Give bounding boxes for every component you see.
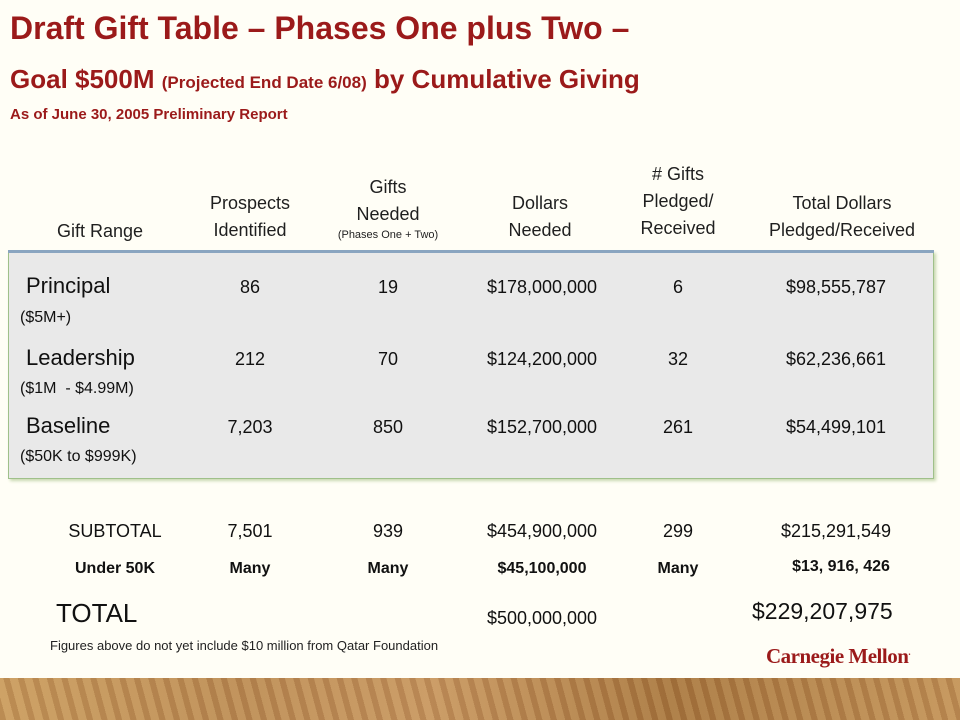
header-gift-range: Gift Range: [56, 221, 144, 241]
header-prospects-line2: Identified: [213, 220, 287, 240]
under50k-label: Under 50K: [74, 560, 156, 577]
header-gifts-pledged-line3: Received: [640, 218, 716, 238]
cell-baseline-prospects: 7,203: [227, 417, 273, 437]
page-subtitle: Goal $500M (Projected End Date 6/08) by …: [10, 64, 640, 95]
subtotal-total: $215,291,549: [780, 521, 892, 541]
logo-mark: .: [908, 647, 911, 657]
header-gifts-needed-line2: Needed: [356, 204, 420, 224]
carnegie-mellon-logo: Carnegie Mellon.: [766, 644, 911, 669]
under50k-gifts-needed: Many: [367, 560, 409, 577]
footer-decorative-strip: [0, 678, 960, 720]
under50k-gifts-pledged: Many: [657, 560, 699, 577]
footnote: Figures above do not yet include $10 mil…: [50, 638, 439, 653]
cell-principal-prospects: 86: [239, 277, 261, 297]
cumulative-giving-text: by Cumulative Giving: [366, 64, 640, 94]
goal-text: Goal $500M: [10, 64, 162, 94]
header-gifts-needed: Gifts Needed (Phases One + Two): [318, 174, 458, 242]
subtotal-label: SUBTOTAL: [68, 521, 162, 541]
under50k-dollars-needed: $45,100,000: [497, 560, 587, 577]
row-sub-baseline: ($50K to $999K): [20, 448, 137, 465]
header-prospects-line1: Prospects: [209, 193, 291, 213]
header-gifts-pledged-line2: Pledged/: [642, 191, 714, 211]
total-label: TOTAL: [56, 598, 138, 628]
cell-principal-dollars-needed: $178,000,000: [486, 277, 598, 297]
subtotal-gifts-needed: 939: [372, 521, 404, 541]
header-gifts-pledged-line1: # Gifts: [651, 164, 704, 184]
logo-text: Carnegie Mellon: [766, 644, 909, 668]
header-dollars-needed-line1: Dollars: [511, 193, 568, 213]
subtotal-prospects: 7,501: [227, 521, 273, 541]
cell-baseline-gifts-needed: 850: [372, 417, 404, 437]
cell-leadership-prospects: 212: [234, 349, 266, 369]
header-gifts-needed-line1: Gifts: [369, 177, 407, 197]
cell-leadership-dollars-needed: $124,200,000: [486, 349, 598, 369]
row-sub-leadership: ($1M - $4.99M): [20, 380, 134, 397]
data-panel: [8, 251, 934, 479]
header-prospects: Prospects Identified: [190, 190, 310, 244]
cell-baseline-dollars-needed: $152,700,000: [486, 417, 598, 437]
cell-baseline-gifts-pledged: 261: [662, 417, 694, 437]
header-gifts-pledged: # Gifts Pledged/ Received: [620, 161, 736, 242]
cell-baseline-total: $54,499,101: [785, 417, 887, 437]
header-dollars-needed-line2: Needed: [508, 220, 572, 240]
panel-top-border: [8, 250, 934, 253]
row-label-leadership: Leadership: [26, 345, 135, 370]
under50k-total: $13, 916, 426: [792, 558, 890, 575]
report-date: As of June 30, 2005 Preliminary Report: [10, 106, 288, 123]
projected-end-date: (Projected End Date 6/08): [161, 73, 367, 92]
cell-principal-total: $98,555,787: [785, 277, 887, 297]
cell-leadership-gifts-needed: 70: [377, 349, 399, 369]
page-title: Draft Gift Table – Phases One plus Two –: [10, 10, 630, 46]
cell-leadership-total: $62,236,661: [785, 349, 887, 369]
header-gifts-needed-note: (Phases One + Two): [337, 229, 439, 241]
row-label-principal: Principal: [26, 273, 111, 298]
row-sub-principal: ($5M+): [20, 309, 72, 326]
under50k-prospects: Many: [229, 560, 271, 577]
total-dollars-needed: $500,000,000: [486, 608, 598, 628]
header-total-dollars-line2: Pledged/Received: [768, 220, 916, 240]
subtotal-gifts-pledged: 299: [662, 521, 694, 541]
header-total-dollars-line1: Total Dollars: [792, 193, 892, 213]
cell-principal-gifts-pledged: 6: [672, 277, 683, 297]
total-pledged-received: $229,207,975: [752, 598, 893, 624]
header-total-dollars: Total Dollars Pledged/Received: [742, 190, 942, 244]
cell-leadership-gifts-pledged: 32: [667, 349, 689, 369]
subtotal-dollars-needed: $454,900,000: [486, 521, 598, 541]
row-label-baseline: Baseline: [26, 413, 111, 438]
cell-principal-gifts-needed: 19: [377, 277, 399, 297]
header-dollars-needed: Dollars Needed: [480, 190, 600, 244]
